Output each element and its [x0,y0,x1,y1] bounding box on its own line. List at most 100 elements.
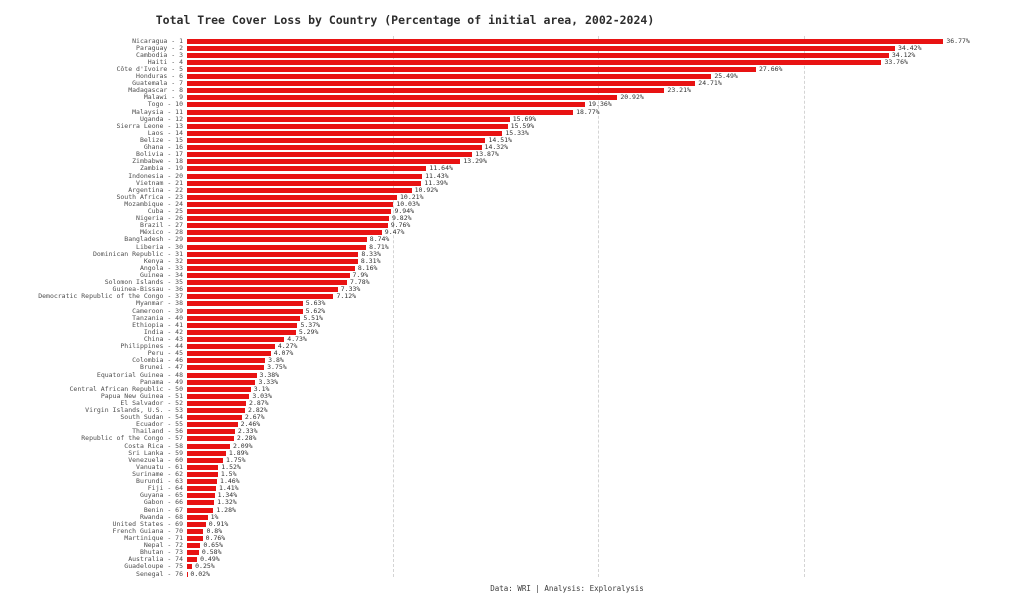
value-label: 3.75% [267,363,287,372]
bar [187,336,285,342]
value-label: 13.87% [475,150,499,159]
country-tick-label: Nigeria - 26 [136,214,183,223]
country-tick-label: Panama - 49 [139,377,183,386]
value-label: 27.66% [758,64,783,73]
value-label: 1.41% [219,484,239,493]
bar [187,315,301,321]
bar [187,116,510,122]
country-tick-label: Ethiopia - 41 [132,320,183,329]
country-tick-label: Myanmar - 38 [136,299,183,308]
bar [187,74,712,80]
country-tick-label: Belize - 15 [139,135,183,144]
value-label: 9.82% [391,214,412,223]
bar [187,123,508,129]
bar [187,507,214,513]
bar [187,514,208,520]
bar [187,472,218,478]
bar [187,457,223,463]
value-label: 9.76% [390,221,411,230]
value-label: 36.77% [946,36,970,45]
bar [187,45,896,51]
country-tick-label: Benin - 67 [143,505,183,514]
country-tick-label: South Sudan - 54 [120,413,183,422]
bar [187,493,215,499]
value-label: 5.62% [305,306,326,315]
bar [187,38,944,44]
country-tick-label: Zambia - 19 [139,164,183,173]
value-label: 11.39% [424,178,448,187]
country-tick-label: Gabon - 66 [143,498,183,507]
value-label: 33.76% [884,57,908,66]
bar [187,244,367,250]
value-label: 1.46% [220,477,240,486]
bar [187,535,203,541]
bar [187,166,427,172]
value-label: 1.28% [216,505,236,514]
country-tick-label: Liberia - 30 [136,242,183,251]
country-tick-label: Madagascar - 8 [128,86,183,95]
country-tick-label: Fiji - 64 [147,484,183,493]
bar [187,351,271,357]
value-label: 8.16% [357,263,378,272]
bar [187,145,482,151]
country-tick-label: Colombia - 46 [132,356,183,365]
value-label: 4.27% [277,342,298,351]
value-label: 5.29% [298,327,319,336]
value-label: 2.82% [248,406,268,415]
value-label: 9.47% [384,228,405,237]
value-label: 15.33% [505,128,529,137]
bar [187,265,355,271]
bar [187,258,358,264]
bar [187,528,204,534]
bar [187,415,242,421]
value-label: 1% [210,512,219,521]
country-tick-label: Indonesia - 20 [128,171,183,180]
country-tick-label: Brunei - 47 [139,363,183,372]
value-label: 0.02% [190,569,210,578]
value-label: 24.71% [698,79,722,88]
country-tick-label: Venezuela - 60 [128,455,183,464]
value-label: 2.67% [244,413,265,422]
value-label: 25.49% [714,72,738,81]
country-tick-label: Papua New Guinea - 51 [100,391,183,400]
country-tick-label: Vietnam - 21 [136,178,183,187]
country-tick-label: Ghana - 16 [143,143,183,152]
bar [187,500,215,506]
value-label: 4.07% [273,349,294,358]
bar [187,130,503,136]
value-label: 8.74% [369,235,390,244]
bar [187,230,382,236]
value-label: 0.91% [208,519,229,528]
bar [187,422,238,428]
value-label: 1.75% [225,455,246,464]
country-tick-label: Haiti - 4 [147,57,183,66]
country-tick-label: Cuba - 25 [147,207,183,216]
country-tick-label: Mozambique - 24 [124,199,183,208]
bar [187,408,245,414]
bar [187,400,247,406]
bar [187,429,235,435]
country-tick-label: Argentina - 22 [128,185,183,194]
country-tick-label: Sri Lanka - 59 [128,448,183,457]
bar [187,95,618,101]
value-label: 10.03% [396,199,420,208]
bar [187,308,303,314]
bar [187,464,219,470]
value-label: 10.92% [414,185,439,194]
country-tick-label: Burundi - 63 [136,477,183,486]
value-label: 8.33% [361,249,381,258]
country-tick-label: Australia - 74 [128,555,183,564]
value-label: 0.65% [203,541,223,550]
country-tick-label: South Africa - 23 [116,192,183,201]
country-tick-label: Thailand - 56 [132,427,183,436]
country-tick-label: Tanzania - 40 [132,313,183,322]
country-tick-label: Brazil - 27 [139,221,183,230]
value-label: 7.9% [352,271,369,280]
value-label: 3.8% [268,356,284,365]
value-label: 2.09% [232,441,253,450]
value-label: 1.32% [217,498,237,507]
country-tick-label: French Guiana - 70 [112,526,183,535]
value-label: 5.63% [305,299,326,308]
